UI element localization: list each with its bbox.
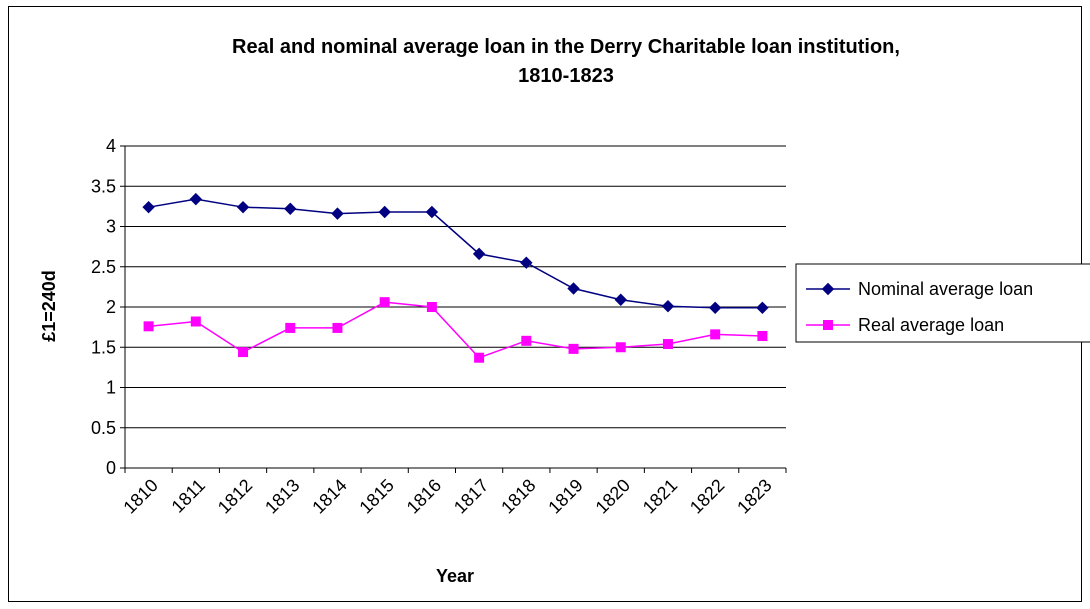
data-point <box>472 247 486 261</box>
data-point <box>331 207 344 220</box>
data-point <box>708 301 722 315</box>
data-point <box>474 352 485 363</box>
data-point <box>238 347 249 358</box>
axes <box>120 145 787 473</box>
legend-label-real: Real average loan <box>858 315 1004 335</box>
legend-marker <box>823 320 833 330</box>
legend-box <box>795 263 1090 343</box>
x-tick-labels: 1810 1811 1812 1813 1814 1815 1816 1817 1818 1819… <box>119 475 775 517</box>
data-point <box>285 322 296 333</box>
y-axis-label: £1=240d <box>39 270 59 342</box>
data-point <box>567 282 580 295</box>
x-tick-label: 1821 <box>639 475 681 517</box>
data-point <box>190 316 201 327</box>
gridlines <box>125 145 786 429</box>
data-point <box>615 342 626 353</box>
data-point <box>142 200 155 214</box>
y-tick-label: 1 <box>106 378 116 398</box>
data-point <box>756 301 769 315</box>
x-tick-label: 1818 <box>497 475 539 517</box>
series-line <box>148 198 763 309</box>
x-tick-label: 1822 <box>686 475 728 517</box>
legend-marker-nominal <box>821 282 835 296</box>
y-tick-label: 4 <box>106 136 116 156</box>
chart-title-line-2: 1810-1823 <box>518 65 614 87</box>
data-series <box>142 192 769 363</box>
x-tick-label: 1810 <box>119 475 161 517</box>
data-point <box>189 192 203 206</box>
data-point <box>426 302 437 312</box>
x-axis-label: Year <box>436 566 474 586</box>
legend-label-nominal: Nominal average loan <box>858 279 1033 299</box>
x-tick-label: 1811 <box>168 475 210 517</box>
data-point <box>332 322 343 333</box>
y-tick-label: 0.5 <box>91 418 116 438</box>
data-point <box>521 335 532 346</box>
data-point <box>284 202 297 215</box>
y-tick-labels: 0 0.5 1 1.5 2 2.5 3 3.5 4 <box>91 136 116 478</box>
chart-title-line-1: Real and nominal average loan in the Der… <box>232 36 900 58</box>
x-tick-label: 1819 <box>544 475 586 517</box>
series-real <box>143 297 768 363</box>
series-nominal <box>142 192 769 315</box>
x-tick-label: 1813 <box>261 475 303 517</box>
legend: Nominal average loan Real average loan <box>795 263 1090 343</box>
y-tick-label: 3 <box>106 217 116 237</box>
y-tick-label: 1.5 <box>91 337 116 357</box>
data-point <box>379 297 390 308</box>
x-tick-label: 1823 <box>733 475 775 517</box>
x-tick-label: 1815 <box>356 475 398 517</box>
data-point <box>520 256 533 269</box>
y-tick-label: 3.5 <box>91 176 116 196</box>
data-point <box>236 200 250 214</box>
data-point <box>757 330 768 341</box>
data-point <box>568 343 579 354</box>
data-point <box>662 339 673 350</box>
x-tick-label: 1816 <box>403 475 445 517</box>
legend-marker-real <box>823 320 833 330</box>
data-point <box>143 321 154 332</box>
y-tick-label: 0 <box>106 458 116 478</box>
y-tick-label: 2.5 <box>91 257 116 277</box>
data-point <box>378 205 391 219</box>
x-tick-label: 1812 <box>214 475 256 517</box>
data-point <box>614 293 627 306</box>
series-line <box>148 301 763 359</box>
x-tick-label: 1814 <box>308 475 350 517</box>
x-tick-label: 1817 <box>450 475 492 517</box>
x-tick-label: 1820 <box>592 475 634 517</box>
y-tick-label: 2 <box>106 297 116 317</box>
legend-marker <box>821 282 835 296</box>
data-point <box>425 205 439 219</box>
data-point <box>710 329 721 340</box>
data-point <box>661 299 675 313</box>
